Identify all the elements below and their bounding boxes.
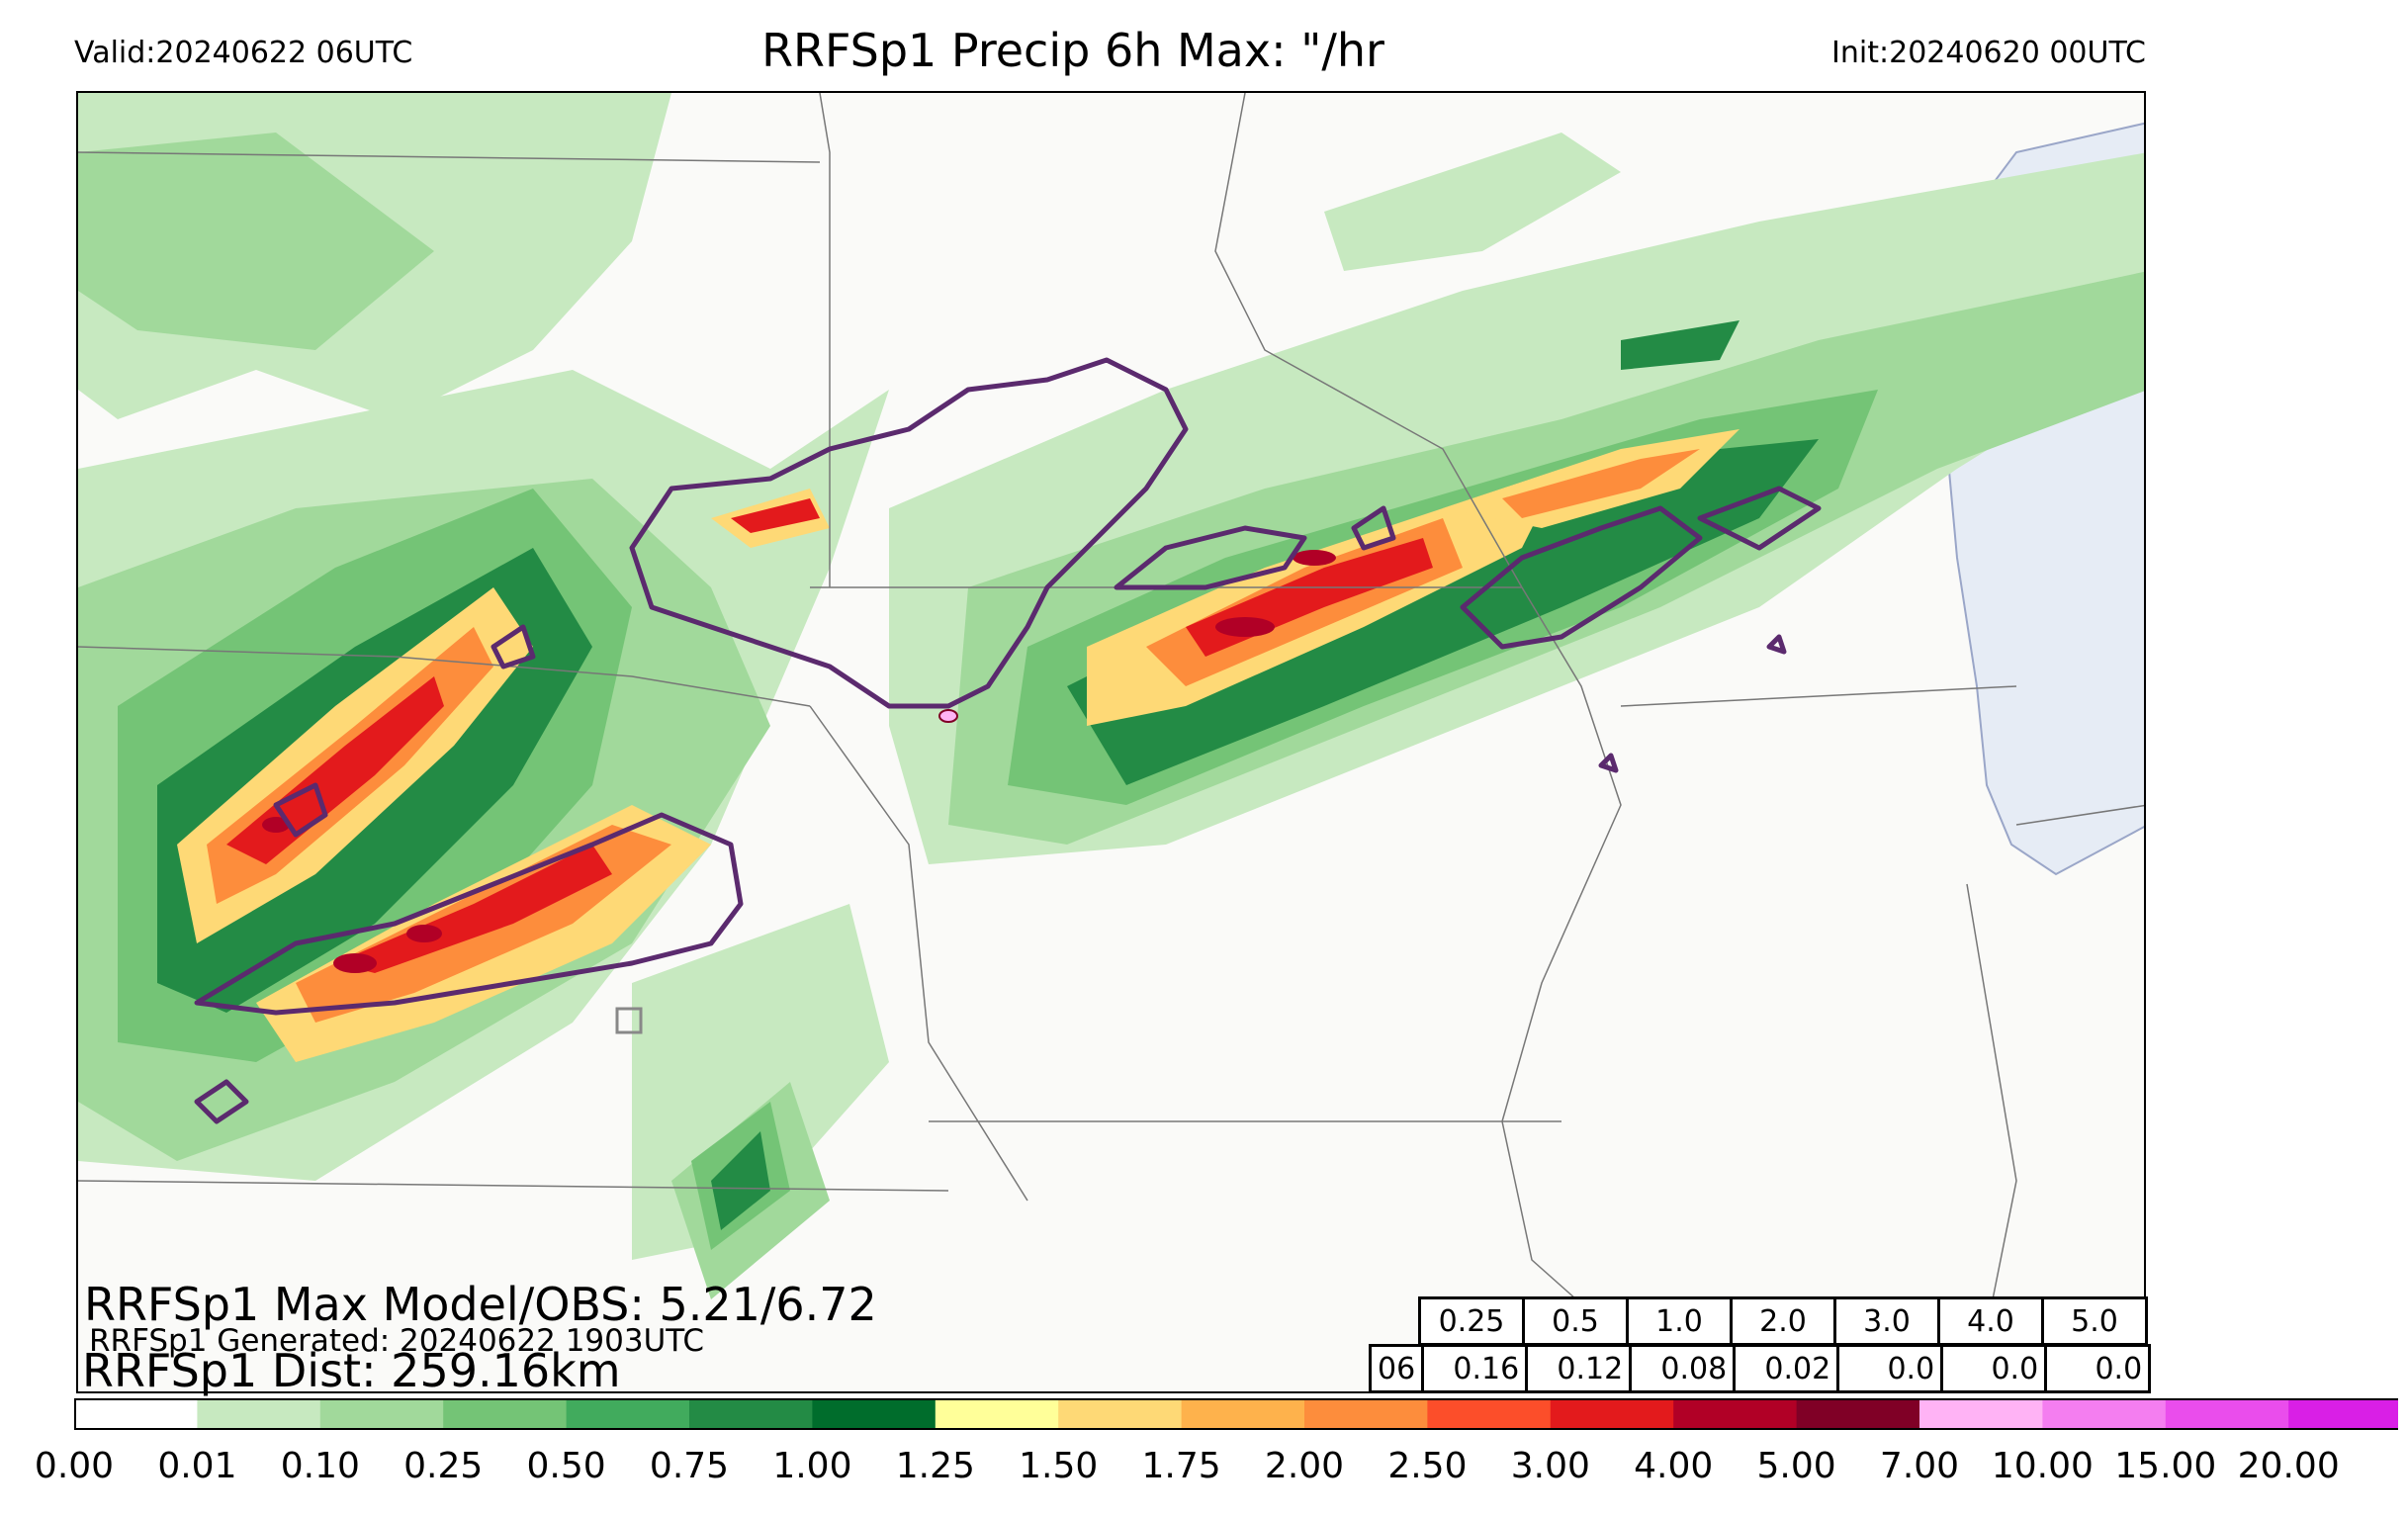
- colorbar-segment: [319, 1399, 444, 1429]
- score-cell: 0.0: [1940, 1344, 2048, 1393]
- precip-map-canvas: [78, 93, 2144, 1380]
- colorbar-tick-label: 0.10: [280, 1446, 360, 1486]
- colorbar: [74, 1398, 2398, 1430]
- colorbar-tick-label: 2.50: [1387, 1446, 1468, 1486]
- score-cell: 0.08: [1629, 1344, 1737, 1393]
- colorbar-tick-label: 1.00: [772, 1446, 852, 1486]
- colorbar-segment: [2288, 1399, 2398, 1429]
- colorbar-segment: [1919, 1399, 2043, 1429]
- colorbar-segment: [566, 1399, 690, 1429]
- colorbar-segment: [1058, 1399, 1183, 1429]
- colorbar-segment: [812, 1399, 936, 1429]
- colorbar-tick-label: 0.00: [34, 1446, 115, 1486]
- colorbar-tick-label: 0.25: [403, 1446, 484, 1486]
- threshold-cell: 1.0: [1626, 1296, 1733, 1346]
- colorbar-segment: [1304, 1399, 1428, 1429]
- max-model-obs-label: RRFSp1 Max Model/OBS: 5.21/6.72: [84, 1278, 877, 1331]
- colorbar-tick-label: 4.00: [1634, 1446, 1714, 1486]
- colorbar-tick-label: 1.75: [1141, 1446, 1221, 1486]
- score-cell: 0.16: [1421, 1344, 1529, 1393]
- colorbar-tick-label: 7.00: [1879, 1446, 1960, 1486]
- score-cell: 0.0: [1836, 1344, 1944, 1393]
- precip-map: [76, 91, 2146, 1393]
- hour-cell: 06: [1368, 1344, 1425, 1393]
- threshold-cell: 4.0: [1937, 1296, 2044, 1346]
- colorbar-tick-label: 3.00: [1510, 1446, 1590, 1486]
- colorbar-segment: [197, 1399, 321, 1429]
- init-time-label: Init:20240620 00UTC: [1831, 36, 2146, 70]
- score-cell: 0.02: [1733, 1344, 1840, 1393]
- threshold-cell: 5.0: [2041, 1296, 2148, 1346]
- threshold-cell: 2.0: [1730, 1296, 1836, 1346]
- threshold-cell: 0.25: [1418, 1296, 1525, 1346]
- colorbar-segment: [2042, 1399, 2167, 1429]
- colorbar-segment: [1796, 1399, 1920, 1429]
- colorbar-segment: [1673, 1399, 1798, 1429]
- colorbar-frame: [74, 1398, 2398, 1430]
- precip-dark-red: [262, 550, 1336, 973]
- colorbar-segment: [2165, 1399, 2289, 1429]
- colorbar-tick-label: 2.00: [1264, 1446, 1345, 1486]
- colorbar-tick-label: 10.00: [1991, 1446, 2094, 1486]
- generated-label: RRFSp1 Generated: 20240622 1903UTC: [89, 1323, 705, 1359]
- colorbar-segment: [935, 1399, 1059, 1429]
- colorbar-segment: [1550, 1399, 1674, 1429]
- colorbar-segment: [443, 1399, 568, 1429]
- colorbar-tick-label: 0.01: [157, 1446, 237, 1486]
- colorbar-tick-label: 0.75: [649, 1446, 730, 1486]
- colorbar-tick-label: 5.00: [1756, 1446, 1836, 1486]
- colorbar-tick-label: 1.25: [895, 1446, 975, 1486]
- threshold-table: 0.25 0.5 1.0 2.0 3.0 4.0 5.0: [1418, 1296, 2148, 1346]
- colorbar-segment: [74, 1399, 198, 1429]
- score-cell: 0.0: [2044, 1344, 2152, 1393]
- score-cell: 0.12: [1525, 1344, 1633, 1393]
- station-marker: [615, 1007, 643, 1034]
- colorbar-tick-label: 0.50: [526, 1446, 606, 1486]
- precip-pink-core: [938, 709, 958, 723]
- threshold-cell: 3.0: [1833, 1296, 1940, 1346]
- score-table: 06 0.16 0.12 0.08 0.02 0.0 0.0 0.0: [1368, 1344, 2152, 1393]
- distance-label: RRFSp1 Dist: 259.16km: [82, 1344, 621, 1397]
- obs-contours: [194, 357, 1822, 1124]
- colorbar-tick-label: 1.50: [1019, 1446, 1099, 1486]
- chart-title: RRFSp1 Precip 6h Max: "/hr: [761, 24, 1384, 77]
- colorbar-tick-label: 20.00: [2237, 1446, 2340, 1486]
- colorbar-segment: [1427, 1399, 1552, 1429]
- colorbar-segment: [689, 1399, 813, 1429]
- colorbar-tick-label: 15.00: [2114, 1446, 2217, 1486]
- valid-time-label: Valid:20240622 06UTC: [74, 36, 413, 70]
- threshold-cell: 0.5: [1522, 1296, 1629, 1346]
- state-borders: [78, 93, 2144, 1380]
- colorbar-segment: [1181, 1399, 1305, 1429]
